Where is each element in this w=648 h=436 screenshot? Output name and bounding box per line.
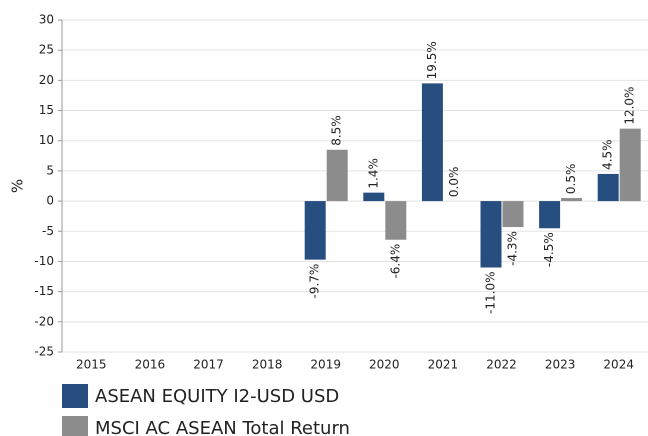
y-tick-label: 0	[46, 194, 54, 208]
value-label: -4.5%	[542, 232, 556, 267]
y-axis-label: %	[9, 179, 27, 193]
x-tick-label: 2024	[603, 358, 634, 372]
x-tick-label: 2018	[252, 358, 283, 372]
y-tick-label: 25	[39, 43, 54, 57]
value-label: 12.0%	[623, 87, 637, 125]
value-label: -6.4%	[388, 244, 402, 279]
bar	[502, 201, 524, 228]
bar	[480, 201, 502, 268]
value-label: 4.5%	[601, 139, 615, 170]
value-label: 1.4%	[366, 158, 380, 189]
legend-swatch	[62, 416, 88, 436]
y-tick-label: -10	[34, 254, 54, 268]
value-label: -4.3%	[506, 231, 520, 266]
x-tick-label: 2015	[76, 358, 107, 372]
x-tick-label: 2023	[545, 358, 576, 372]
y-tick-label: -5	[42, 224, 54, 238]
bar	[619, 128, 641, 202]
value-label: -11.0%	[484, 271, 498, 313]
y-tick-label: 30	[39, 13, 54, 27]
legend-swatch	[62, 384, 88, 408]
bar	[539, 201, 561, 229]
y-tick-label: -20	[34, 314, 54, 328]
y-tick-label: 10	[39, 133, 54, 147]
y-tick-label: 5	[46, 163, 54, 177]
bar	[421, 83, 443, 202]
y-tick-label: -15	[34, 284, 54, 298]
legend-label: MSCI AC ASEAN Total Return	[95, 418, 350, 436]
value-label: 8.5%	[330, 115, 344, 146]
bar	[561, 198, 583, 202]
bar	[385, 201, 407, 240]
bar	[597, 173, 619, 202]
value-label: 19.5%	[425, 41, 439, 79]
value-label: -9.7%	[308, 264, 322, 299]
y-tick-label: 20	[39, 73, 54, 87]
x-tick-label: 2020	[369, 358, 400, 372]
x-tick-label: 2021	[428, 358, 459, 372]
x-tick-label: 2022	[486, 358, 517, 372]
bar	[363, 192, 385, 202]
bar	[326, 149, 348, 202]
legend-label: ASEAN EQUITY I2-USD USD	[95, 386, 339, 407]
value-label: 0.5%	[564, 164, 578, 195]
value-label: 0.0%	[447, 167, 461, 198]
x-tick-label: 2016	[135, 358, 166, 372]
x-tick-label: 2019	[310, 358, 341, 372]
bar	[304, 201, 326, 260]
y-tick-label: 15	[39, 103, 54, 117]
x-tick-label: 2017	[193, 358, 224, 372]
y-tick-label: -25	[34, 345, 54, 359]
